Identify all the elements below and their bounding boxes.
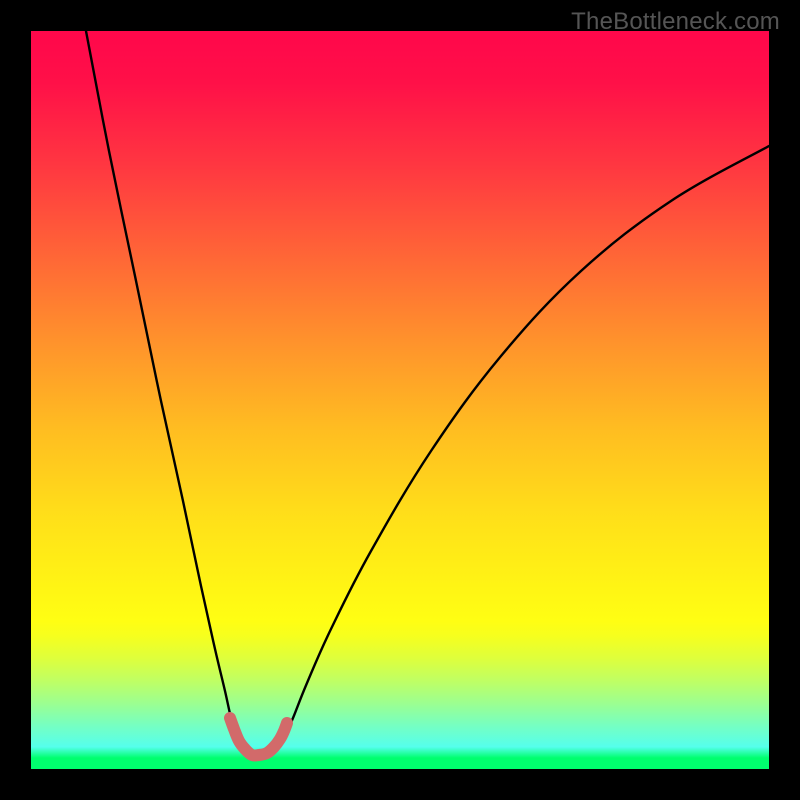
chart-frame: TheBottleneck.com	[0, 0, 800, 800]
curve-right-branch	[254, 146, 769, 756]
curve-layer	[31, 31, 769, 769]
curve-left-branch	[86, 31, 254, 756]
plot-area	[31, 31, 769, 769]
valley-highlight	[230, 718, 287, 756]
